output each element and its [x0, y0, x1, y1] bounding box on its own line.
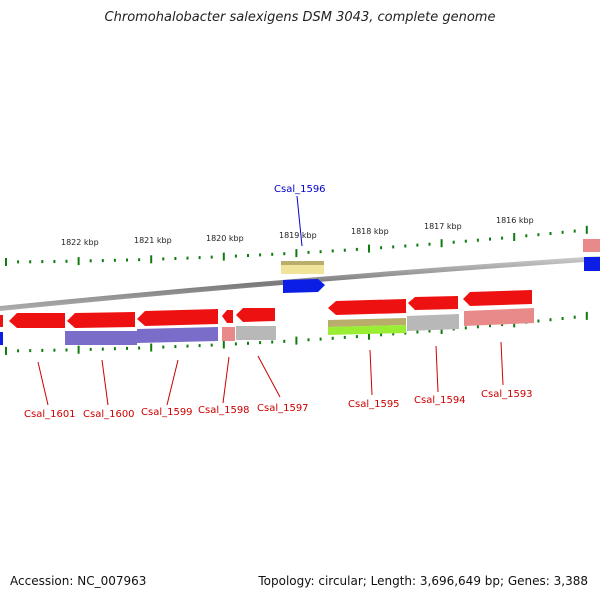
- scale-label-1822: 1822 kbp: [61, 238, 99, 247]
- gene-arrow-1595[interactable]: [328, 299, 406, 315]
- gene-arrow-1593[interactable]: [463, 290, 532, 306]
- gene-label-1594[interactable]: Csal_1594: [414, 395, 466, 406]
- gene-block-edge-pink[interactable]: [583, 239, 600, 252]
- gene-arrow-1598[interactable]: [222, 310, 233, 323]
- gene-block-1593-pink[interactable]: [464, 308, 534, 326]
- gene-block-1598-pink[interactable]: [222, 327, 235, 341]
- leader-1594: [436, 346, 438, 392]
- genome-map: 1822 kbp 1821 kbp 1820 kbp 1819 kbp 1818…: [0, 0, 600, 600]
- gene-arrow-1600[interactable]: [67, 312, 135, 328]
- leader-1597: [258, 356, 280, 397]
- accession-label: Accession: NC_007963: [10, 574, 146, 588]
- gene-arrow-1594[interactable]: [408, 296, 458, 310]
- gene-label-1595[interactable]: Csal_1595: [348, 399, 400, 410]
- scale-label-1820: 1820 kbp: [206, 234, 244, 243]
- gene-block-edge-blue-left[interactable]: [0, 332, 3, 345]
- gene-block-edge-blue[interactable]: [584, 257, 600, 271]
- gene-block-1599-purple[interactable]: [137, 327, 218, 343]
- gene-block-1594-grey[interactable]: [407, 314, 459, 331]
- leader-1593: [501, 342, 503, 385]
- scale-label-1817: 1817 kbp: [424, 222, 462, 231]
- leader-1601: [38, 362, 48, 405]
- gene-label-1596[interactable]: Csal_1596: [274, 184, 326, 195]
- gene-arrow-1601[interactable]: [9, 313, 65, 328]
- gene-label-1593[interactable]: Csal_1593: [481, 389, 533, 400]
- scale-label-1821: 1821 kbp: [134, 236, 172, 245]
- gene-label-1598[interactable]: Csal_1598: [198, 405, 250, 416]
- gene-label-1600[interactable]: Csal_1600: [83, 409, 135, 420]
- gene-label-1597[interactable]: Csal_1597: [257, 403, 309, 414]
- gene-arrow-1596[interactable]: [283, 279, 325, 293]
- gene-label-1601[interactable]: Csal_1601: [24, 409, 76, 420]
- scale-label-1818: 1818 kbp: [351, 227, 389, 236]
- leader-1595: [370, 350, 372, 395]
- gene-label-1599[interactable]: Csal_1599: [141, 407, 193, 418]
- genome-summary-label: Topology: circular; Length: 3,696,649 bp…: [258, 574, 588, 588]
- gene-arrow-1599[interactable]: [137, 309, 218, 326]
- gene-arrow-1597[interactable]: [236, 308, 275, 322]
- gene-block-1597-grey[interactable]: [236, 326, 276, 340]
- gene-block-1600-purple[interactable]: [65, 331, 137, 345]
- leader-1599: [167, 360, 178, 405]
- scale-label-1816: 1816 kbp: [496, 216, 534, 225]
- leader-1600: [102, 360, 108, 405]
- gene-arrow-edge-left[interactable]: [0, 315, 3, 327]
- gene-block-1596-olive-top: [281, 261, 324, 265]
- leader-1598: [223, 357, 229, 403]
- scale-label-1819: 1819 kbp: [279, 231, 317, 240]
